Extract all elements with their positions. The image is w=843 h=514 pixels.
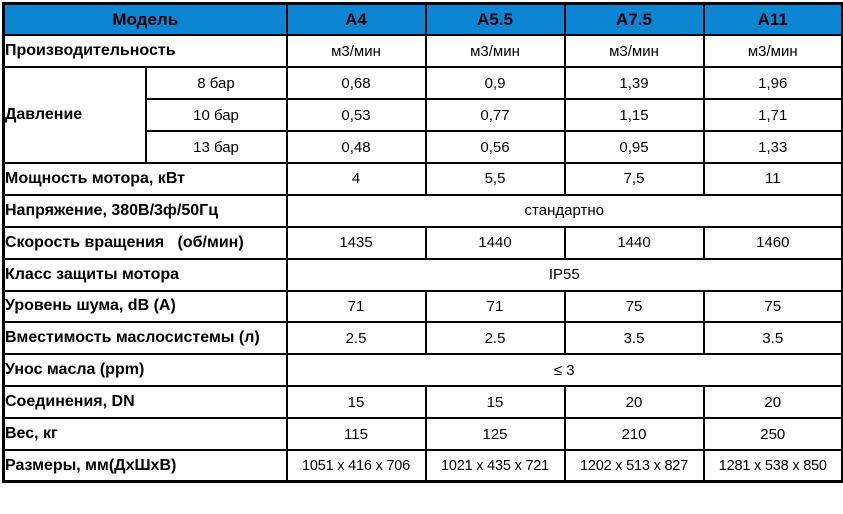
noise-level-label: Уровень шума, dB (A) [2,289,288,324]
compressor-spec-table: Модель A4 A5.5 A7.5 A11 Производительнос… [2,2,843,484]
value-cell: 1,15 [563,98,705,133]
motor-protection-row: Класс защиты мотора IP55 [2,257,843,292]
motor-power-label: Мощность мотора, кВт [2,161,288,196]
voltage-label: Напряжение, 380В/3ф/50Гц [2,193,288,228]
model-a4-header: A4 [285,2,427,37]
pressure-10bar-row: 10 бар 0,53 0,77 1,15 1,71 [4,98,843,133]
model-a5-5-header: A5.5 [424,2,566,37]
value-cell: 1051 x 416 x 706 [285,448,427,483]
pressure-13bar-label: 13 бар [144,130,288,164]
motor-protection-label: Класс защиты мотора [2,257,288,292]
value-cell: 71 [285,289,427,324]
motor-power-row: Мощность мотора, кВт 4 5,5 7,5 11 [2,161,843,196]
connections-row: Соединения, DN 15 15 20 20 [2,385,843,420]
pressure-10bar-label: 10 бар [144,98,288,133]
value-cell: 75 [563,289,705,324]
value-cell: 1021 x 435 x 721 [424,448,566,483]
performance-unit-cell: м3/мин [285,34,427,69]
value-cell: 71 [424,289,566,324]
value-cell: 0,77 [424,98,566,133]
performance-unit-cell: м3/мин [702,34,843,69]
model-a7-5-header: A7.5 [563,2,705,37]
value-cell: 1440 [424,225,566,260]
value-cell: 1,96 [702,66,843,101]
value-cell: 1,71 [702,98,843,133]
oil-carryover-label: Унос масла (ppm) [2,353,288,388]
value-cell: 1281 x 538 x 850 [702,448,843,483]
rotation-speed-label: Скорость вращения (об/мин) [2,225,288,260]
value-cell: 125 [424,417,566,451]
noise-level-row: Уровень шума, dB (A) 71 71 75 75 [2,289,843,324]
performance-row: Производительность м3/мин м3/мин м3/мин … [2,34,843,69]
value-cell: 1440 [563,225,705,260]
voltage-row: Напряжение, 380В/3ф/50Гц стандартно [2,193,843,228]
value-cell: 0,56 [424,130,566,164]
pressure-8bar-row: Давление 8 бар 0,68 0,9 1,39 1,96 [2,66,843,164]
value-cell: 1,33 [702,130,843,164]
value-cell: 7,5 [563,161,705,196]
value-cell: 15 [424,385,566,420]
value-cell: 15 [285,385,427,420]
oil-carryover-value-merged-cell: ≤ 3 [285,353,843,388]
value-cell: 3.5 [702,321,843,356]
value-cell: 2.5 [424,321,566,356]
value-cell: 0,95 [563,130,705,164]
value-cell: 11 [702,161,843,196]
value-cell: 3.5 [563,321,705,356]
value-cell: 20 [702,385,843,420]
value-cell: 5,5 [424,161,566,196]
value-cell: 0,48 [285,130,427,164]
value-cell: 75 [702,289,843,324]
connections-label: Соединения, DN [2,385,288,420]
pressure-13bar-row: 13 бар 0,48 0,56 0,95 1,33 [4,130,843,164]
weight-row: Вес, кг 115 125 210 250 [2,417,843,451]
value-cell: 1460 [702,225,843,260]
oil-capacity-label: Вместимость маслосистемы (л) [2,321,288,356]
model-header-cell: Модель [2,2,288,37]
pressure-label: Давление [2,66,147,164]
oil-capacity-row: Вместимость маслосистемы (л) 2.5 2.5 3.5… [2,321,843,356]
value-cell: 4 [285,161,427,196]
value-cell: 1435 [285,225,427,260]
performance-unit-cell: м3/мин [563,34,705,69]
dimensions-row: Размеры, мм(ДхШхВ) 1051 x 416 x 706 1021… [2,448,843,483]
value-cell: 1202 x 513 x 827 [563,448,705,483]
motor-protection-value-merged-cell: IP55 [285,257,843,292]
weight-label: Вес, кг [2,417,288,451]
model-a11-header: A11 [702,2,843,37]
voltage-value-merged-cell: стандартно [285,193,843,228]
value-cell: 115 [285,417,427,451]
value-cell: 210 [563,417,705,451]
value-cell: 20 [563,385,705,420]
value-cell: 0,53 [285,98,427,133]
performance-unit-cell: м3/мин [424,34,566,69]
value-cell: 0,68 [285,66,427,101]
value-cell: 0,9 [424,66,566,101]
dimensions-label: Размеры, мм(ДхШхВ) [2,448,288,483]
performance-label: Производительность [2,34,288,69]
oil-carryover-row: Унос масла (ppm) ≤ 3 [2,353,843,388]
rotation-speed-row: Скорость вращения (об/мин) 1435 1440 144… [2,225,843,260]
header-row: Модель A4 A5.5 A7.5 A11 [2,2,843,37]
value-cell: 1,39 [563,66,705,101]
value-cell: 250 [702,417,843,451]
pressure-8bar-label: 8 бар [144,66,288,101]
value-cell: 2.5 [285,321,427,356]
